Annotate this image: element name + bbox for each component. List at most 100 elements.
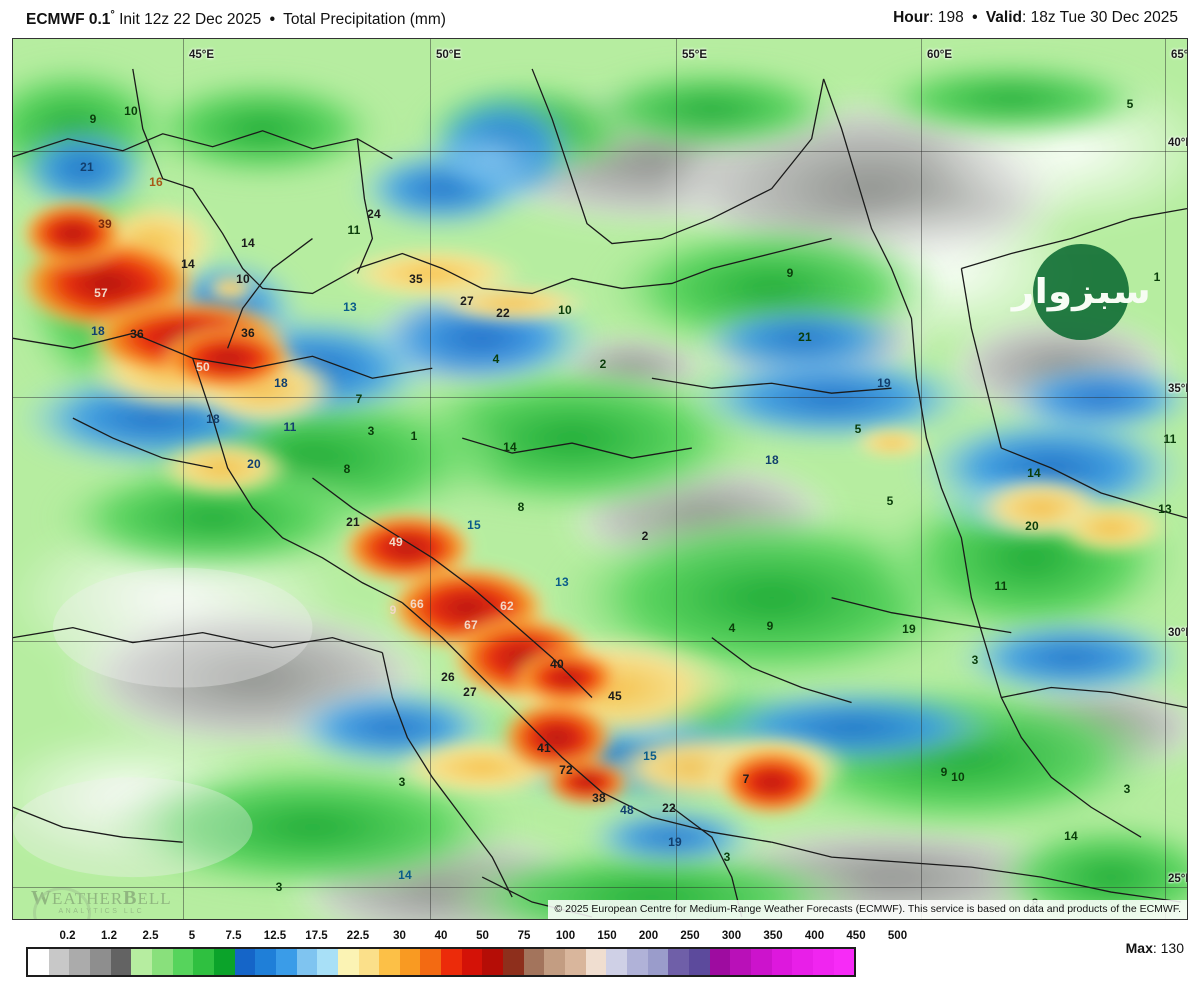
colorbar-swatch bbox=[213, 949, 235, 975]
colorbar-swatch bbox=[833, 949, 855, 975]
precip-value: 67 bbox=[464, 618, 478, 632]
precip-value: 18 bbox=[765, 453, 779, 467]
valid-label: Valid bbox=[985, 9, 1023, 26]
colorbar-swatch bbox=[337, 949, 359, 975]
colorbar-swatch bbox=[172, 949, 194, 975]
precip-value: 24 bbox=[367, 207, 381, 221]
colorbar-tick: 400 bbox=[804, 930, 825, 942]
precip-value: 3 bbox=[398, 775, 406, 789]
colorbar-tick: 200 bbox=[638, 930, 659, 942]
colorbar-swatch bbox=[151, 949, 173, 975]
weatherbell-subtitle: ANALYTICS LLC bbox=[58, 908, 145, 915]
sabzevar-logo-watermark: سبزوار bbox=[1012, 244, 1150, 340]
precip-value: 3 bbox=[275, 880, 283, 894]
colorbar-tick: 7.5 bbox=[225, 930, 242, 942]
colorbar-swatch bbox=[503, 949, 524, 975]
colorbar-tick: 350 bbox=[763, 930, 783, 942]
ecmwf-credit: © 2025 European Centre for Medium-Range … bbox=[548, 900, 1187, 919]
precip-value: 5 bbox=[886, 494, 894, 508]
colorbar-swatch bbox=[28, 949, 49, 975]
precip-value: 57 bbox=[94, 286, 108, 300]
precip-value: 7 bbox=[742, 772, 750, 786]
lat-label: 40°N bbox=[1168, 137, 1187, 149]
model-name: ECMWF 0.1 bbox=[26, 11, 111, 29]
lat-label: 25°N bbox=[1168, 873, 1187, 885]
weatherbell-watermark: WEATHERBELL ANALYTICS LLC bbox=[31, 887, 172, 919]
colorbar-legend: 0.2 1.2 2.5 5 7.5 12.5 17.5 22.5 30 40 50 75 100 150 2… bbox=[26, 930, 908, 977]
precip-value: 36 bbox=[241, 326, 255, 340]
gridline-lat-30 bbox=[13, 641, 1187, 642]
precip-value: 4 bbox=[492, 352, 500, 366]
wb-ell: ELL bbox=[137, 889, 172, 908]
lon-label: 45°E bbox=[189, 49, 215, 61]
colorbar-swatch bbox=[627, 949, 648, 975]
precip-value: 3 bbox=[1123, 782, 1131, 796]
colorbar-swatch bbox=[420, 949, 442, 975]
precip-value: 22 bbox=[496, 306, 510, 320]
colorbar-swatch bbox=[812, 949, 834, 975]
max-value-label: Max: 130 bbox=[1125, 940, 1184, 956]
colorbar-swatch bbox=[647, 949, 669, 975]
precip-value: 5 bbox=[854, 422, 862, 436]
gridline-lon-50 bbox=[430, 39, 431, 919]
precip-value: 10 bbox=[124, 104, 138, 118]
precip-value: 9 bbox=[389, 603, 397, 617]
precip-value: 18 bbox=[91, 324, 105, 338]
colorbar-swatch bbox=[296, 949, 318, 975]
colorbar-tick: 40 bbox=[434, 930, 448, 942]
precip-value: 4 bbox=[728, 621, 736, 635]
precip-value: 36 bbox=[130, 327, 144, 341]
gridline-lat-40 bbox=[13, 151, 1187, 152]
precip-value: 3 bbox=[971, 653, 979, 667]
colorbar-tick: 17.5 bbox=[305, 930, 328, 942]
sabzevar-logo-text: سبزوار bbox=[1011, 272, 1151, 312]
precip-value: 19 bbox=[902, 622, 916, 636]
colorbar-swatch bbox=[399, 949, 421, 975]
colorbar-swatch bbox=[668, 949, 689, 975]
colorbar-swatch bbox=[131, 949, 152, 975]
precip-value: 11 bbox=[1163, 432, 1177, 446]
precip-value: 27 bbox=[463, 685, 477, 699]
colorbar-swatch bbox=[317, 949, 338, 975]
precip-value: 11 bbox=[994, 579, 1008, 593]
wb-b: B bbox=[123, 887, 138, 909]
colorbar-swatch bbox=[482, 949, 504, 975]
precip-value: 41 bbox=[537, 741, 551, 755]
colorbar-swatch bbox=[379, 949, 400, 975]
gridline-lon-55 bbox=[676, 39, 677, 919]
latitude-labels: 40°N 35°N 30°N 25°N bbox=[13, 39, 1187, 919]
hour-value: 198 bbox=[937, 9, 964, 26]
precip-value: 26 bbox=[441, 670, 455, 684]
precip-value: 22 bbox=[662, 801, 676, 815]
precip-value: 14 bbox=[181, 257, 195, 271]
colorbar-swatch bbox=[441, 949, 462, 975]
precip-value: 9 bbox=[786, 266, 794, 280]
precip-value: 5 bbox=[1126, 97, 1134, 111]
precip-value: 49 bbox=[389, 535, 403, 549]
colorbar-swatch bbox=[792, 949, 813, 975]
colorbar-swatch bbox=[730, 949, 751, 975]
colorbar-tick: 75 bbox=[517, 930, 531, 942]
colorbar-gradient bbox=[26, 947, 856, 977]
precip-value: 11 bbox=[347, 223, 361, 237]
precip-value: 27 bbox=[460, 294, 474, 308]
title-separator-2: • bbox=[972, 9, 978, 26]
colorbar-swatch bbox=[234, 949, 256, 975]
colorbar-swatch bbox=[689, 949, 710, 975]
colorbar-tick-labels: 0.2 1.2 2.5 5 7.5 12.5 17.5 22.5 30 40 50 75 100 150 2… bbox=[26, 930, 908, 947]
precip-value: 21 bbox=[346, 515, 360, 529]
colorbar-swatch bbox=[193, 949, 214, 975]
colorbar-swatch bbox=[69, 949, 90, 975]
colorbar-tick: 300 bbox=[721, 930, 742, 942]
lon-label: 55°E bbox=[682, 49, 708, 61]
precip-value: 19 bbox=[877, 376, 891, 390]
precip-value: 3 bbox=[367, 424, 375, 438]
max-label-text: Max bbox=[1125, 940, 1153, 956]
colorbar-tick: 2.5 bbox=[142, 930, 159, 942]
precip-value: 18 bbox=[206, 412, 220, 426]
colorbar-swatch bbox=[585, 949, 607, 975]
precip-value: 1 bbox=[1153, 270, 1161, 284]
precip-value: 14 bbox=[503, 440, 517, 454]
precipitation-map[interactable]: 45°E50°E55°E60°E65°E 40°N35°N30°N25°N 91… bbox=[12, 38, 1188, 920]
lat-label: 30°N bbox=[1168, 627, 1187, 639]
